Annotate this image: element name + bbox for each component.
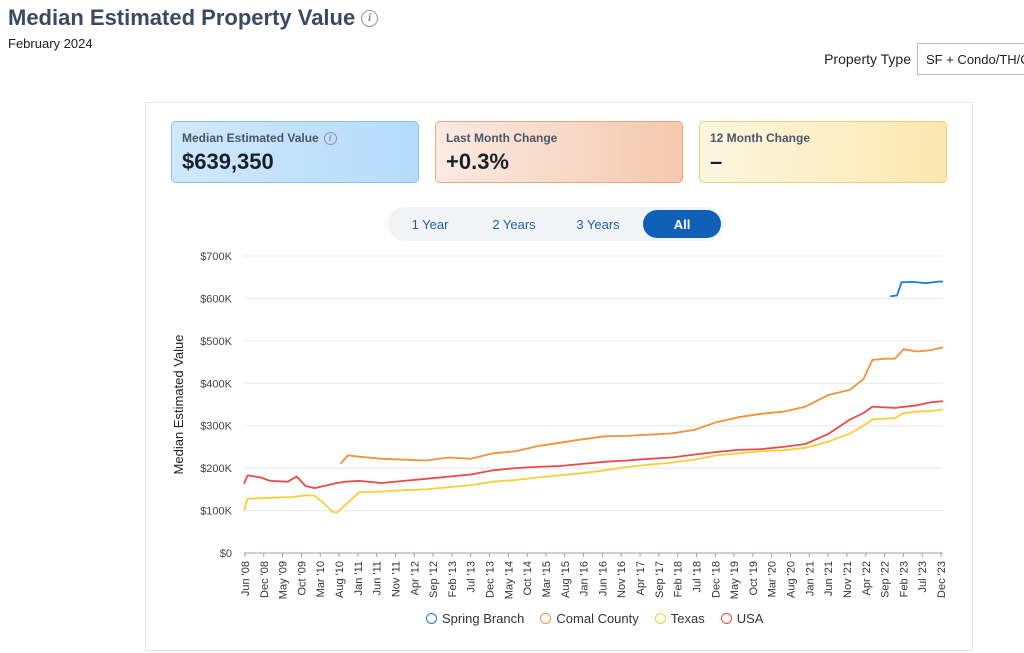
x-tick-label: Nov '21 xyxy=(842,561,854,598)
x-tick-label: Jan '21 xyxy=(804,561,816,596)
x-tick-label: Feb '23 xyxy=(898,561,910,597)
property-type-label: Property Type xyxy=(824,51,911,67)
x-tick-label: Aug '15 xyxy=(560,561,572,598)
x-tick-label: Feb '18 xyxy=(673,561,685,597)
series-line-usa xyxy=(243,400,944,489)
x-tick-label: Sep '22 xyxy=(880,561,892,598)
series-line-spring-branch xyxy=(890,280,944,298)
tab-1-year[interactable]: 1 Year xyxy=(411,216,449,232)
legend-label: Spring Branch xyxy=(442,611,525,626)
x-tick-label: Dec '13 xyxy=(485,561,497,598)
stat-value: – xyxy=(710,149,723,174)
property-type-filter: Property Type SF + Condo/TH/Coop xyxy=(824,43,1024,75)
x-tick-label: Jan '11 xyxy=(353,561,365,595)
x-tick-label: Oct '19 xyxy=(748,561,760,596)
y-tick-label: $500K xyxy=(200,336,232,348)
series-line-comal-county xyxy=(339,346,944,465)
x-tick-label: Dec '18 xyxy=(710,561,722,598)
y-tick-label: $400K xyxy=(200,378,232,390)
stat-label: Median Estimated Value xyxy=(182,131,319,145)
stat-12-month-change: 12 Month Change – xyxy=(699,121,947,183)
stat-value: $639,350 xyxy=(182,149,274,174)
property-type-select[interactable]: SF + Condo/TH/Coop xyxy=(917,43,1024,75)
info-icon[interactable]: i xyxy=(361,9,379,27)
x-tick-label: Jul '23 xyxy=(917,561,929,592)
line-chart: $0 $100K $200K $300K $400K $500K $600K $700K Med… xyxy=(171,251,948,599)
x-tick-label: Aug '20 xyxy=(786,561,798,598)
x-tick-label: Feb '13 xyxy=(447,561,459,597)
y-tick-label: $0 xyxy=(220,548,232,560)
legend-label: USA xyxy=(736,611,764,626)
legend-label: Texas xyxy=(670,611,705,626)
page-subtitle: February 2024 xyxy=(8,36,93,51)
x-tick-label: Mar '15 xyxy=(541,561,553,597)
tab-all[interactable]: All xyxy=(643,210,721,238)
info-icon[interactable]: i xyxy=(323,131,337,145)
y-tick-label: $300K xyxy=(200,421,232,433)
x-tick-label: May '19 xyxy=(729,561,741,599)
legend-marker xyxy=(426,613,437,624)
series-line-texas xyxy=(243,408,944,514)
range-tabs: 1 Year 2 Years 3 Years All xyxy=(388,207,724,241)
y-tick-label: $600K xyxy=(200,293,232,305)
legend-marker xyxy=(654,613,666,624)
x-tick-label: May '09 xyxy=(278,561,290,599)
x-tick-label: Mar '20 xyxy=(767,561,779,597)
chart-legend: Spring Branch Comal County Texas USA xyxy=(426,611,763,626)
x-tick-label: Jun '21 xyxy=(823,561,835,596)
chart-card: Median Estimated Value i $639,350 Last Mo… xyxy=(145,102,973,651)
stat-label: 12 Month Change xyxy=(710,131,811,145)
page-title-text: Median Estimated Property Value xyxy=(8,5,356,30)
y-tick-label: $700K xyxy=(200,251,232,263)
stat-value: +0.3% xyxy=(446,149,509,174)
legend-item-texas[interactable]: Texas xyxy=(654,611,705,626)
stat-last-month-change: Last Month Change +0.3% xyxy=(435,121,683,183)
x-tick-label: Apr '22 xyxy=(861,561,873,596)
x-tick-label: Oct '14 xyxy=(522,561,534,596)
legend-item-spring-branch[interactable]: Spring Branch xyxy=(426,611,524,626)
x-tick-label: Jun '11 xyxy=(372,561,384,595)
legend-item-comal-county[interactable]: Comal County xyxy=(540,611,639,626)
tab-3-years[interactable]: 3 Years xyxy=(576,216,620,232)
x-tick-label: Sep '17 xyxy=(654,561,666,598)
y-tick-label: $200K xyxy=(200,463,232,475)
x-tick-label: Aug '10 xyxy=(334,561,346,598)
x-tick-label: Apr '12 xyxy=(409,561,421,596)
legend-marker xyxy=(540,613,552,624)
x-tick-label: Dec '08 xyxy=(259,561,271,598)
x-tick-label: Sep '12 xyxy=(428,561,440,598)
y-tick-label: $100K xyxy=(200,506,232,518)
legend-label: Comal County xyxy=(556,611,639,626)
x-tick-label: Oct '09 xyxy=(296,561,308,596)
legend-marker xyxy=(720,613,732,624)
stat-median-value: Median Estimated Value i $639,350 xyxy=(171,121,419,183)
x-tick-label: Jun '08 xyxy=(240,561,252,596)
page-title: Median Estimated Property Value i xyxy=(8,5,379,31)
x-tick-label: Jan '16 xyxy=(579,561,591,596)
x-tick-label: Nov '11 xyxy=(390,561,402,597)
x-tick-label: May '14 xyxy=(503,561,515,599)
x-tick-label: Dec '23 xyxy=(936,561,948,598)
legend-item-usa[interactable]: USA xyxy=(720,611,764,626)
x-tick-label: Nov '16 xyxy=(616,561,628,598)
tab-2-years[interactable]: 2 Years xyxy=(492,216,536,232)
stat-label: Last Month Change xyxy=(446,131,558,145)
x-tick-label: Jul '13 xyxy=(466,561,478,592)
x-tick-label: Mar '10 xyxy=(315,561,327,597)
x-tick-label: Jun '16 xyxy=(597,561,609,596)
x-tick-label: Apr '17 xyxy=(635,561,647,596)
x-tick-label: Jul '18 xyxy=(691,561,703,592)
y-axis-label: Median Estimated Value xyxy=(171,335,186,475)
